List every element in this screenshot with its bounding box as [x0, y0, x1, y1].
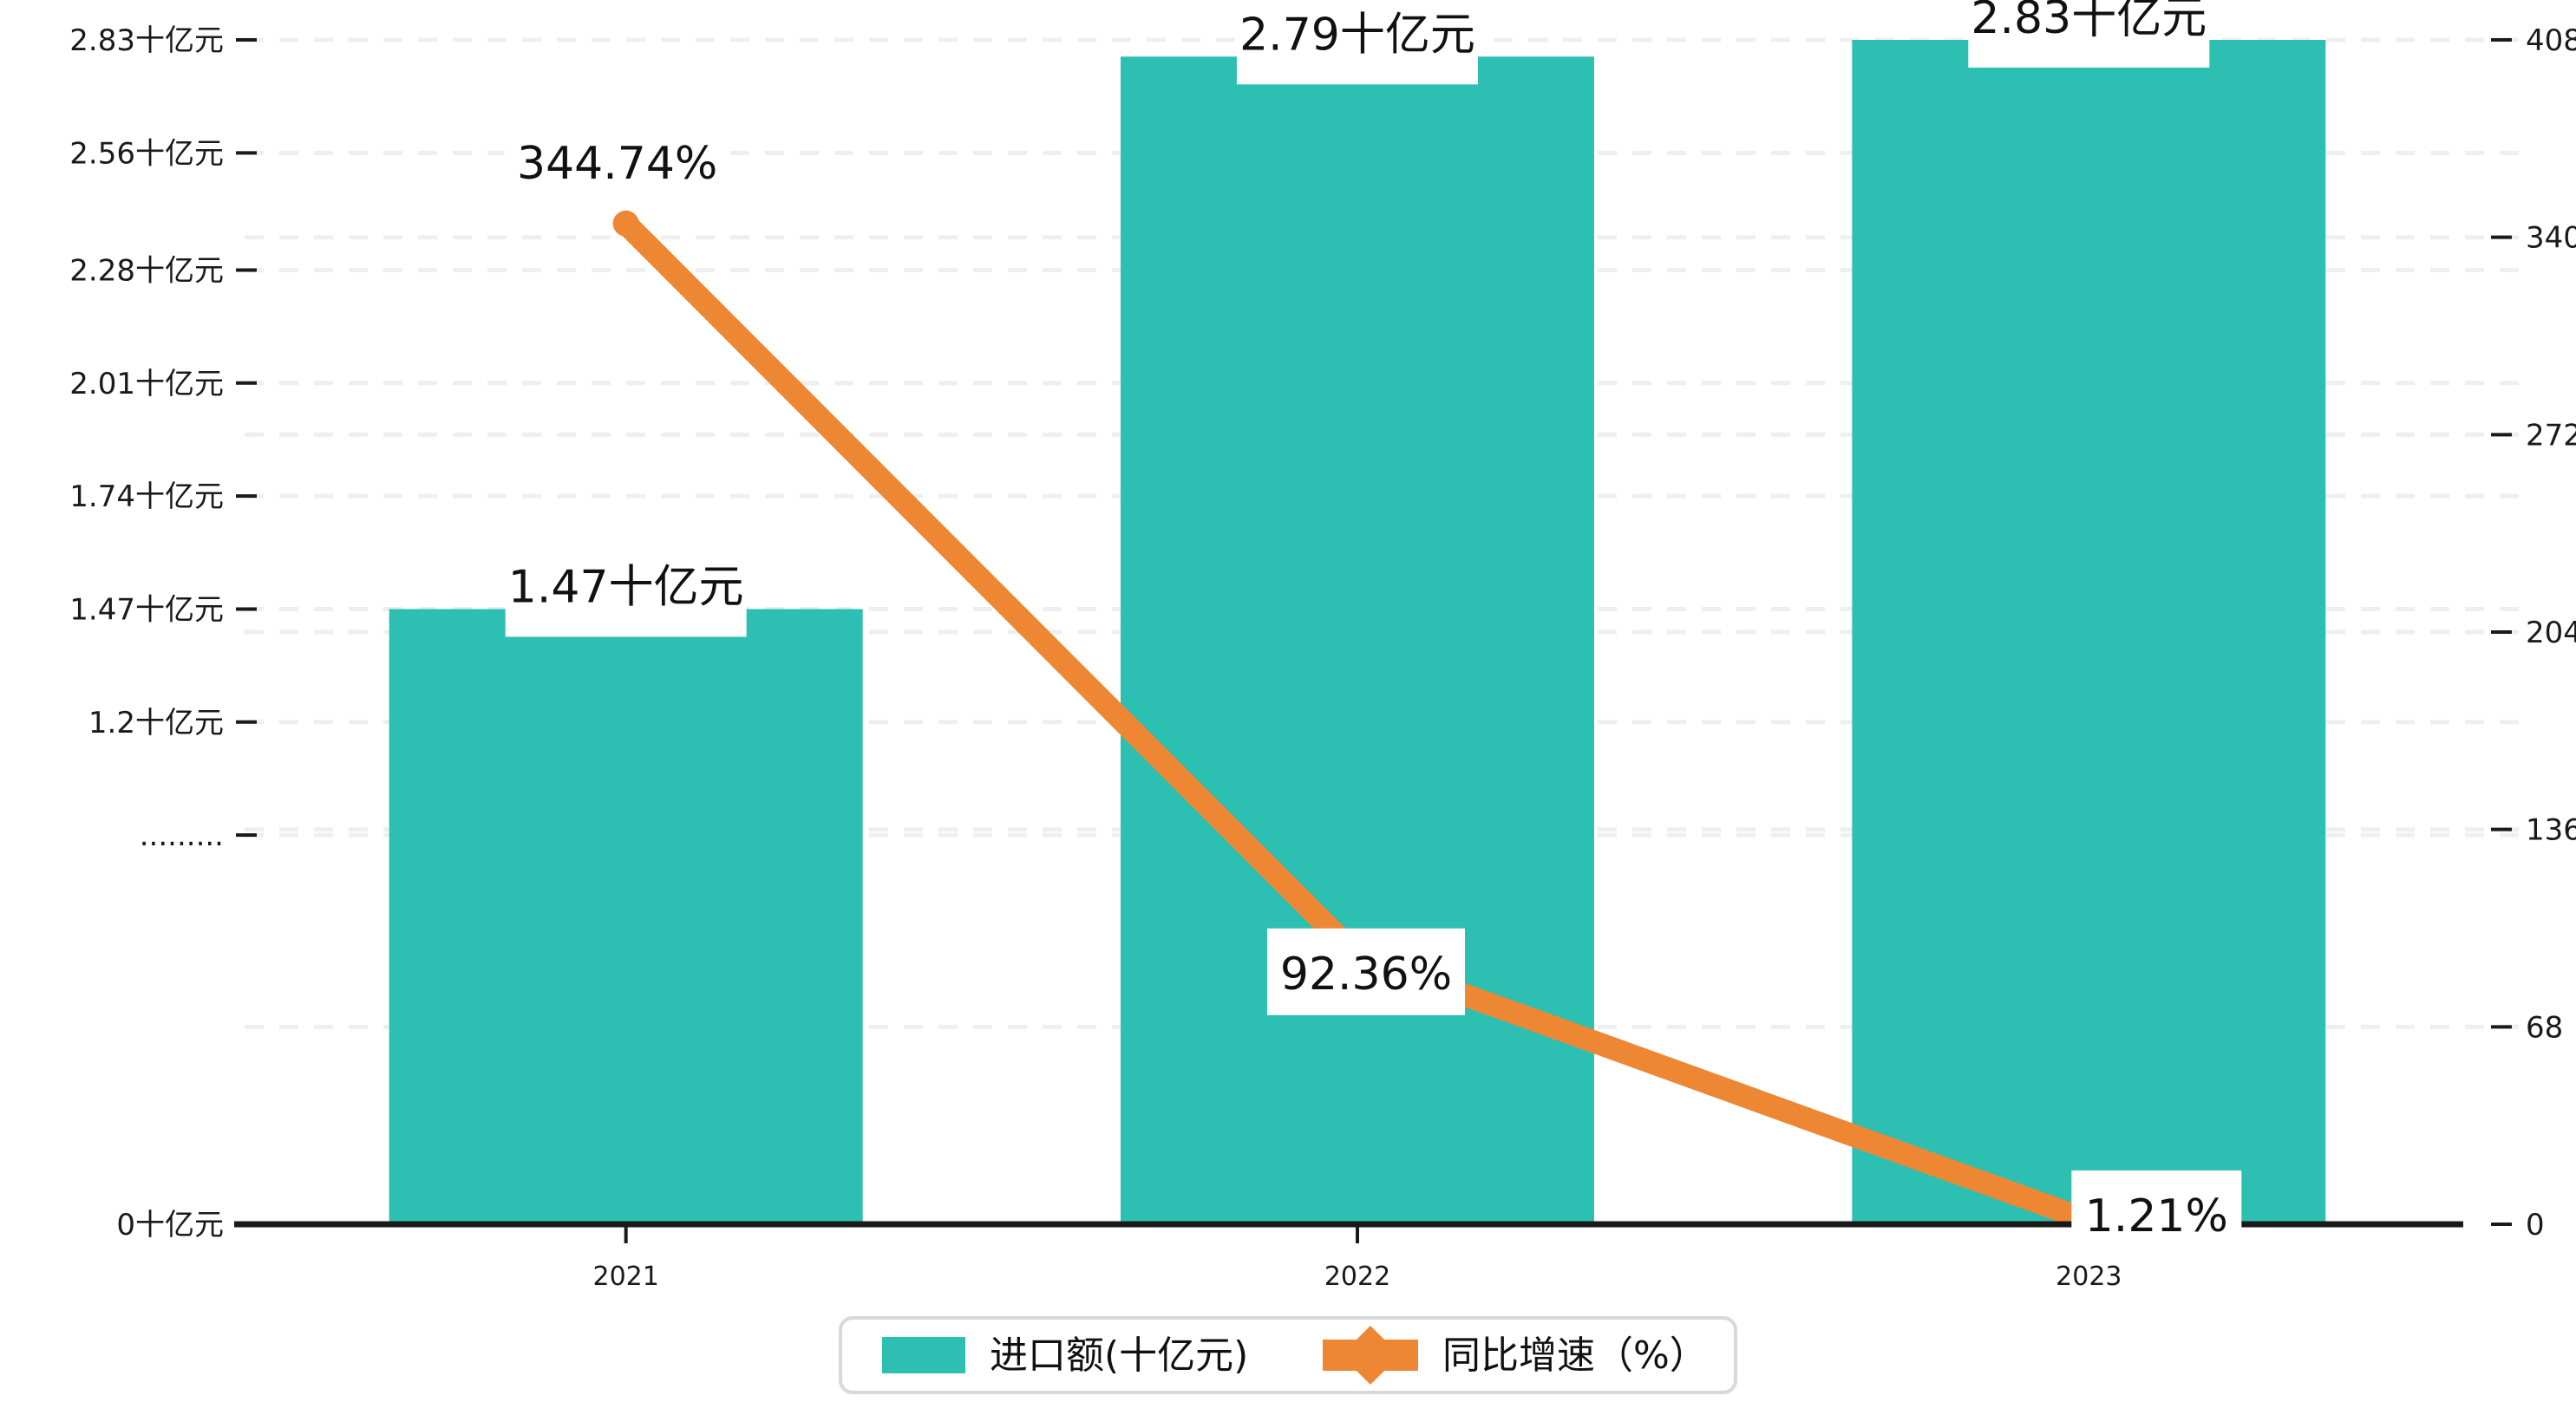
- left-axis-tick-label: .........: [140, 818, 224, 853]
- category-labels: 2021 2022 2023: [592, 1262, 2122, 1292]
- line-value-labels: 344.74% 92.36% 1.21%: [504, 117, 2242, 1257]
- legend-label-bar: 进口额(十亿元): [990, 1333, 1248, 1378]
- bar-value-label-2021: 1.47十亿元: [508, 561, 744, 613]
- left-axis-tick-label: 2.28十亿元: [69, 253, 224, 288]
- line-value-label-2023: 1.21%: [2085, 1190, 2228, 1242]
- bar-value-label-2022: 2.79十亿元: [1239, 9, 1475, 61]
- bar-2023[interactable]: [1852, 40, 2326, 1224]
- bar-label-backdrop: [505, 534, 747, 637]
- line-point-2021[interactable]: [612, 210, 639, 237]
- legend-diamond-icon[interactable]: [1341, 1326, 1400, 1385]
- bar-label-backdrop: [1237, 0, 1478, 85]
- line-value-label-2021: 344.74%: [517, 138, 717, 190]
- category-label-2021: 2021: [592, 1262, 658, 1292]
- left-axis-tick-label: 1.74十亿元: [69, 479, 224, 514]
- line-label-backdrop: [1267, 928, 1465, 1015]
- bar-series: [389, 40, 2326, 1225]
- right-axis-tick-label: 0: [2526, 1208, 2545, 1242]
- chart-legend[interactable]: 进口额(十亿元) 同比增速（%）: [839, 1316, 1737, 1394]
- bar-2021[interactable]: [389, 609, 863, 1224]
- category-label-2022: 2022: [1324, 1262, 1390, 1292]
- right-axis-tick-label: 136: [2526, 813, 2576, 848]
- bar-value-labels: 1.47十亿元 2.79十亿元 2.83十亿元: [505, 0, 2210, 637]
- bar-label-backdrop: [1968, 0, 2210, 68]
- left-axis-tick-label: 1.2十亿元: [88, 706, 224, 740]
- left-axis-tick-label: 1.47十亿元: [69, 592, 224, 627]
- right-axis-tick-label: 68: [2526, 1010, 2563, 1045]
- right-axis-tick-label: 408: [2526, 23, 2576, 58]
- bar-value-label-2023: 2.83十亿元: [1971, 0, 2207, 44]
- right-axis-ticks: 0 68 136 204 272 340 408: [2491, 23, 2576, 1242]
- legend-label-line: 同比增速（%）: [1442, 1333, 1708, 1378]
- line-label-backdrop: [504, 117, 730, 205]
- left-axis-tick-label: 2.56十亿元: [69, 136, 224, 171]
- right-axis-tick-label: 272: [2526, 418, 2576, 453]
- right-axis-tick-label: 340: [2526, 221, 2576, 256]
- legend-swatch-bar[interactable]: [882, 1337, 965, 1373]
- left-axis-tick-label: 0十亿元: [116, 1208, 224, 1242]
- left-axis-tick-label: 2.01十亿元: [69, 367, 224, 401]
- line-label-backdrop: [2071, 1170, 2242, 1257]
- legend-panel: [839, 1316, 1737, 1394]
- bar-2022[interactable]: [1121, 56, 1594, 1225]
- left-axis-tick-label: 2.83十亿元: [69, 23, 224, 58]
- left-axis-ticks: 0十亿元......... 1.2十亿元 1.47十亿元 1.74十亿元 2.01十亿元…: [69, 23, 257, 1242]
- category-label-2023: 2023: [2056, 1262, 2122, 1292]
- line-value-label-2022: 92.36%: [1280, 949, 1452, 1001]
- right-axis-tick-label: 204: [2526, 616, 2576, 650]
